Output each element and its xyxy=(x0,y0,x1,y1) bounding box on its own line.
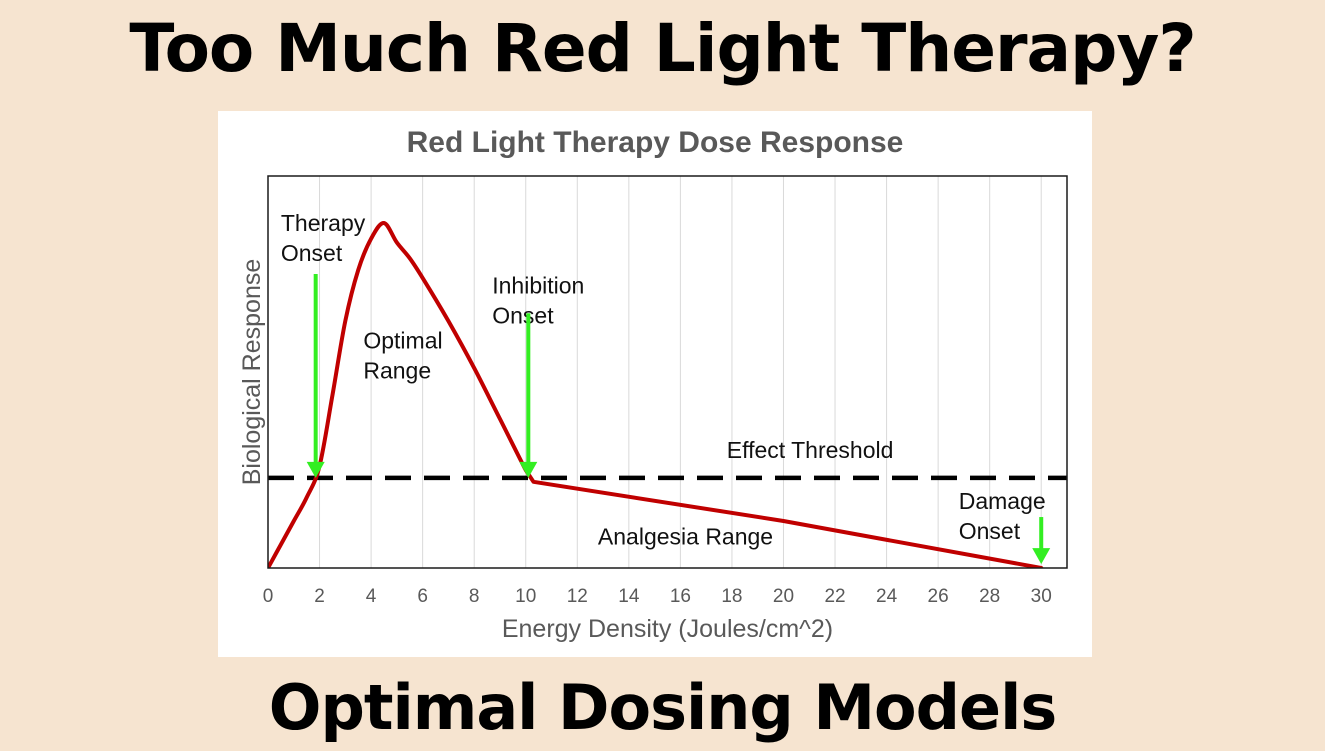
annotation-text: Onset xyxy=(959,518,1021,544)
effect-threshold-label: Effect Threshold xyxy=(727,437,894,463)
annotation-layer: Effect Threshold Therapy Onset Optimal Range… xyxy=(281,210,1051,565)
x-tick-label: 12 xyxy=(567,586,588,607)
x-tick-label: 16 xyxy=(670,586,691,607)
x-tick-label: 28 xyxy=(979,586,1000,607)
x-tick-label: 8 xyxy=(469,586,480,607)
x-tick-label: 14 xyxy=(618,586,640,607)
x-tick-label: 4 xyxy=(366,586,377,607)
x-tick-label: 22 xyxy=(824,586,845,607)
plot-frame xyxy=(267,175,1068,569)
x-tick-label: 2 xyxy=(314,586,325,607)
slide-subtitle: Optimal Dosing Models xyxy=(268,671,1057,744)
chart-title: Red Light Therapy Dose Response xyxy=(407,126,904,159)
grid-lines xyxy=(319,176,1042,568)
x-tick-label: 10 xyxy=(515,586,536,607)
x-tick-label: 30 xyxy=(1031,586,1052,607)
x-tick-label: 0 xyxy=(263,586,274,607)
x-tick-label: 6 xyxy=(417,586,428,607)
annotation-text: Therapy xyxy=(281,210,366,236)
series-layer xyxy=(268,221,1044,568)
y-axis-label: Biological Response xyxy=(238,259,266,486)
x-tick-labels: 0 2 4 6 8 10 12 14 16 18 20 22 24 26 28 30 xyxy=(263,586,1052,607)
x-axis-label: Energy Density (Joules/cm^2) xyxy=(502,615,833,643)
x-tick-label: 26 xyxy=(928,586,949,607)
dose-response-chart: Red Light Therapy Dose Response Effect T… xyxy=(238,126,1068,643)
annotation-text: Damage xyxy=(959,488,1046,514)
green-arrow-icon xyxy=(306,274,325,478)
annotation-text: Inhibition xyxy=(492,273,584,299)
annotation-text: Onset xyxy=(281,240,343,266)
slide-title: Too Much Red Light Therapy? xyxy=(129,10,1196,87)
green-arrow-icon xyxy=(1032,517,1051,565)
annotation-text: Range xyxy=(363,357,431,383)
annotation-text: Analgesia Range xyxy=(598,523,773,549)
x-tick-label: 18 xyxy=(721,586,742,607)
dose-response-curve xyxy=(268,221,1044,568)
chart-card: Red Light Therapy Dose Response Effect T… xyxy=(218,111,1092,657)
annotation-text: Onset xyxy=(492,303,554,329)
green-arrow-icon xyxy=(519,313,538,478)
annotation-text: Optimal xyxy=(363,327,442,353)
x-tick-label: 24 xyxy=(876,586,898,607)
x-tick-label: 20 xyxy=(773,586,794,607)
